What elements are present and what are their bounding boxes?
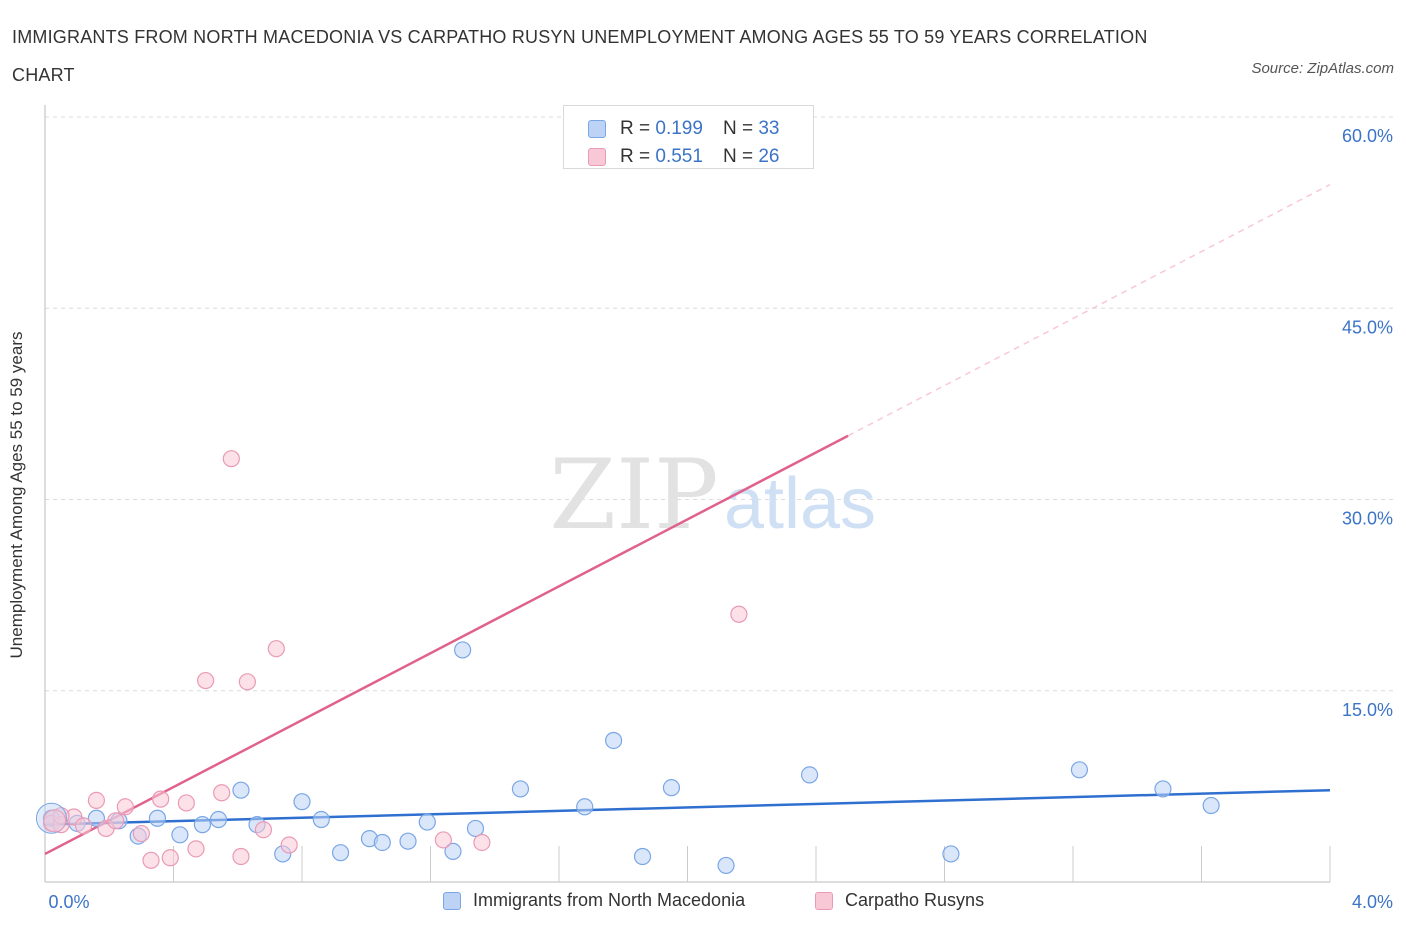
y-axis-label: Unemployment Among Ages 55 to 59 years [7,331,26,659]
legend-item-north-macedonia[interactable]: Immigrants from North Macedonia [443,890,745,911]
data-point-north-macedonia [312,810,330,829]
trend-lines [44,183,1331,856]
data-point-north-macedonia [605,731,623,750]
watermark: ZIP atlas [549,439,876,551]
data-point-north-macedonia [232,781,250,799]
data-point-carpatho-rusyns [730,605,748,623]
data-point-carpatho-rusyns [197,671,215,690]
data-point-carpatho-rusyns [267,640,285,658]
legend-label: Carpatho Rusyns [845,890,985,910]
data-point-carpatho-rusyns [238,673,256,691]
legend-item-carpatho-rusyns[interactable]: Carpatho Rusyns [815,890,984,911]
r-label: R = [620,118,651,139]
y-tick-label: 30.0% [1342,509,1393,529]
data-point-carpatho-rusyns [87,791,106,810]
data-point-carpatho-rusyns [254,821,273,839]
blue-swatch-icon [443,891,461,910]
data-point-carpatho-rusyns [116,798,134,816]
data-point-north-macedonia [466,819,485,838]
data-point-north-macedonia [942,845,960,863]
data-point-north-macedonia [511,780,530,798]
blue-swatch-icon [588,120,606,138]
data-point-north-macedonia [399,832,417,850]
data-point-carpatho-rusyns [152,790,170,808]
data-point-carpatho-rusyns [213,784,231,802]
data-point-north-macedonia [331,844,350,862]
y-tick-label: 45.0% [1342,317,1393,337]
trend-line-carpatho-rusyns [44,434,849,856]
n-value: 33 [758,118,780,139]
data-point-north-macedonia [171,826,189,844]
data-point-north-macedonia [1154,780,1172,798]
y-tick-label: 15.0% [1342,700,1393,720]
r-value: 0.199 [655,118,703,139]
data-point-carpatho-rusyns [280,836,298,854]
data-point-carpatho-rusyns [161,849,179,867]
source-label: Source: ZipAtlas.com [1251,60,1394,77]
data-point-north-macedonia [1202,796,1220,815]
data-point-carpatho-rusyns [132,824,150,843]
gridlines [45,116,1395,692]
n-label: N = [722,118,754,139]
data-point-north-macedonia [717,856,735,875]
data-point-carpatho-rusyns [107,812,125,830]
y-tick-label: 60.0% [1342,126,1393,146]
watermark-atlas: atlas [724,464,876,544]
tick-labels: 15.0% 30.0% 45.0% 60.0% 0.0% 4.0% [48,126,1393,912]
data-point-carpatho-rusyns [142,851,160,869]
data-point-carpatho-rusyns [43,809,67,833]
data-point-carpatho-rusyns [232,847,250,866]
data-point-carpatho-rusyns [222,450,240,468]
r-label: R = [620,146,651,167]
data-point-north-macedonia [633,847,652,866]
data-point-carpatho-rusyns [177,794,195,812]
data-point-north-macedonia [148,809,167,827]
data-point-north-macedonia [1070,761,1089,779]
n-value: 26 [758,146,780,167]
axes [44,105,1331,883]
x-tick-label: 4.0% [1352,892,1393,912]
legend-row-carpatho-rusyns: R = 0.551 N = 26 [588,145,779,169]
data-point-carpatho-rusyns [74,817,93,835]
trend-extension-carpatho-rusyns [847,183,1331,437]
chart-title: IMMIGRANTS FROM NORTH MACEDONIA VS CARPA… [12,27,1148,85]
n-label: N = [722,146,754,167]
data-point-north-macedonia [576,798,594,816]
x-tick-label: 0.0% [48,892,89,912]
data-point-north-macedonia [193,816,212,834]
data-point-carpatho-rusyns [473,833,491,852]
data-point-north-macedonia [418,813,436,831]
data-point-carpatho-rusyns [434,831,452,849]
watermark-zip: ZIP [549,439,718,551]
data-point-north-macedonia [373,833,391,852]
data-point-north-macedonia [454,641,472,659]
data-points [35,450,1220,875]
data-point-north-macedonia [444,842,462,861]
legend-row-north-macedonia: R = 0.199 N = 33 [588,117,779,141]
data-point-north-macedonia [800,766,819,784]
r-value: 0.551 [655,146,703,167]
data-point-north-macedonia [293,793,311,811]
data-point-carpatho-rusyns [187,840,205,858]
data-point-north-macedonia [662,779,681,797]
pink-swatch-icon [815,891,833,910]
correlation-legend: R = 0.199 N = 33 R = 0.551 N = 26 [563,105,814,169]
series-legend: Immigrants from North Macedonia Carpatho… [0,890,1406,914]
pink-swatch-icon [588,148,606,166]
data-point-north-macedonia [209,810,228,829]
legend-label: Immigrants from North Macedonia [473,890,746,910]
